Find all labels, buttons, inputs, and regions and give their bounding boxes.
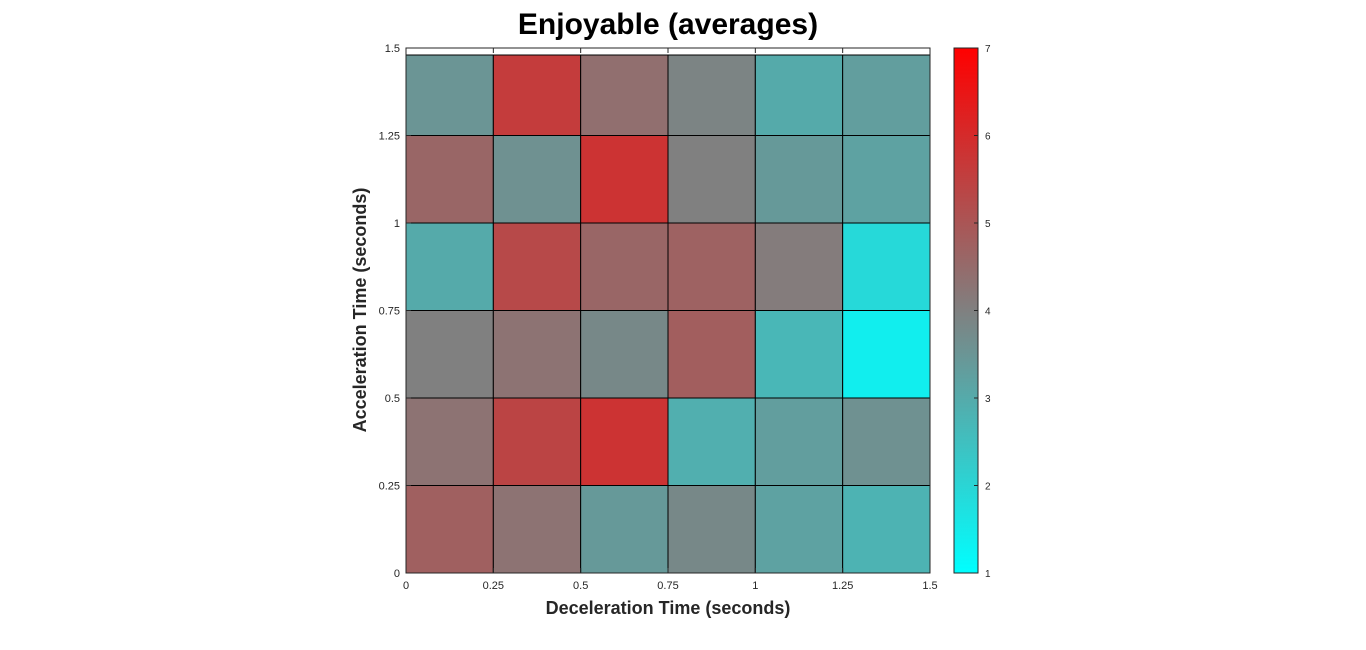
- y-tick-label: 1.25: [379, 131, 400, 143]
- x-tick-label: 0: [403, 580, 409, 592]
- heatmap-cell: [580, 310, 669, 399]
- x-axis: 0 0.25 0.5 0.75 1 1.25 1.5: [403, 48, 938, 592]
- heatmap-cell: [754, 222, 844, 311]
- y-tick-label: 0.75: [379, 306, 400, 318]
- colorbar-tick-label: 4: [985, 307, 991, 318]
- heatmap-cell: [754, 135, 844, 224]
- x-tick-label: 1.25: [832, 580, 853, 592]
- colorbar-tick-label: 2: [985, 482, 991, 493]
- heatmap-cell: [667, 222, 756, 311]
- heatmap-cell: [405, 485, 494, 574]
- heatmap-cell: [405, 222, 494, 311]
- heatmap-cell: [405, 310, 494, 399]
- x-tick-label: 0.5: [573, 580, 588, 592]
- heatmap-cell: [667, 310, 756, 399]
- x-tick-label: 1: [752, 580, 758, 592]
- heatmap-cell: [492, 397, 582, 486]
- y-tick-label: 1.5: [385, 43, 400, 55]
- y-tick-label: 0.5: [385, 393, 400, 405]
- heatmap-cell: [754, 310, 844, 399]
- heatmap-cell: [580, 222, 669, 311]
- heatmap-cell: [580, 54, 669, 136]
- heatmap-cell: [580, 397, 669, 486]
- heatmap-cell: [667, 135, 756, 224]
- heatmap-cell: [492, 485, 582, 574]
- heatmap-cell: [754, 397, 844, 486]
- colorbar-tick-label: 3: [985, 394, 991, 405]
- heatmap-cell: [580, 135, 669, 224]
- x-tick-label: 0.25: [483, 580, 504, 592]
- heatmap-cell: [580, 485, 669, 574]
- heatmap-cell: [754, 54, 844, 136]
- heatmap-cell: [405, 54, 494, 136]
- colorbar-tick-label: 5: [985, 219, 991, 230]
- heatmap-cell: [842, 310, 931, 399]
- heatmap-cell: [492, 222, 582, 311]
- x-tick-label: 1.5: [922, 580, 937, 592]
- heatmap-cell: [842, 135, 931, 224]
- heatmap-cell: [492, 135, 582, 224]
- y-axis-label: Acceleration Time (seconds): [350, 188, 370, 433]
- heatmap-cell: [842, 397, 931, 486]
- heatmap-cell: [492, 54, 582, 136]
- y-tick-label: 0: [394, 568, 400, 580]
- heatmap-cell: [405, 397, 494, 486]
- colorbar-tick-label: 6: [985, 132, 991, 143]
- colorbar-tick-label: 7: [985, 44, 991, 55]
- x-axis-label: Deceleration Time (seconds): [546, 598, 791, 618]
- heatmap-cell: [667, 485, 756, 574]
- heatmap-cell: [667, 397, 756, 486]
- heatmap-cell: [667, 54, 756, 136]
- heatmap-cells: [405, 54, 931, 574]
- heatmap-cell: [842, 485, 931, 574]
- y-axis: 0 0.25 0.5 0.75 1 1.25 1.5: [379, 43, 411, 580]
- heatmap-cell: [754, 485, 844, 574]
- colorbar-ticks: 1 2 3 4 5 6 7: [974, 44, 991, 580]
- heatmap-cell: [842, 54, 931, 136]
- heatmap-cell: [492, 310, 582, 399]
- x-tick-label: 0.75: [657, 580, 678, 592]
- y-tick-label: 1: [394, 218, 400, 230]
- chart-title: Enjoyable (averages): [518, 8, 818, 41]
- y-tick-label: 0.25: [379, 481, 400, 493]
- heatmap-cell: [842, 222, 931, 311]
- heatmap-cell: [405, 135, 494, 224]
- colorbar-tick-label: 1: [985, 569, 991, 580]
